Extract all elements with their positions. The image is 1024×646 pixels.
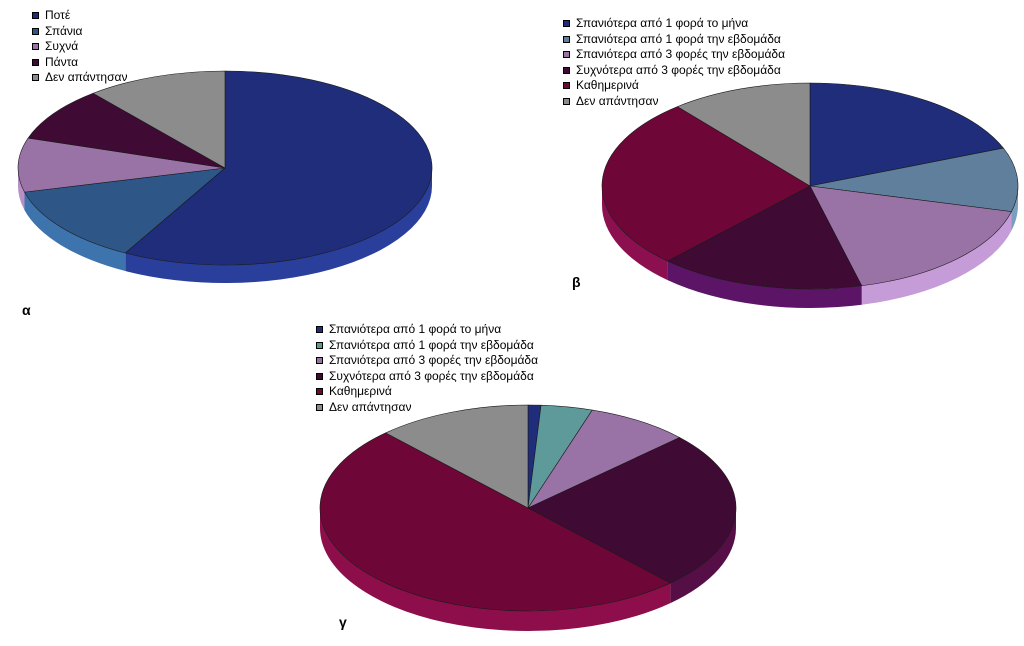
pie-slice: Σπανιότερα από 1 φορά την εβδομάδα: [809, 147, 1019, 212]
legend-swatch: [32, 43, 39, 51]
legend-label: Συχνά: [45, 39, 79, 53]
legend-swatch: [316, 326, 323, 334]
legend-chart-b: Σπανιότερα από 1 φορά το μήνα Σπανιότερα…: [563, 16, 785, 109]
pie-slice-side: [125, 168, 433, 283]
pie-slice: Καθημερινά: [601, 106, 811, 262]
legend-item: Δεν απάντησαν: [316, 400, 538, 416]
pie-slice: Σπανιότερα από 3 φορές την εβδομάδα: [809, 185, 1012, 287]
legend-swatch: [32, 74, 39, 82]
pie-side-walls: [18, 168, 433, 283]
pie-slice: Δεν απάντησαν: [92, 70, 226, 169]
legend-item: Σπάνια: [32, 24, 127, 40]
legend-label: Ποτέ: [45, 8, 71, 22]
pie-slice-side: [602, 186, 668, 281]
legend-swatch: [316, 341, 323, 349]
legend-label: Δεν απάντησαν: [45, 70, 128, 84]
legend-swatch: [316, 388, 323, 396]
legend-label: Δεν απάντησαν: [329, 399, 412, 414]
legend-swatch: [563, 20, 570, 28]
legend-item: Συχνότερα από 3 φορές την εβδομάδα: [563, 63, 785, 79]
legend-swatch: [316, 403, 323, 411]
legend-swatch: [563, 82, 570, 90]
panel-label-a: α: [22, 302, 31, 318]
legend-label: Σπανιότερα από 1 φορά την εβδομάδα: [329, 337, 534, 352]
legend-item: Σπανιότερα από 1 φορά την εβδομάδα: [316, 338, 538, 354]
pie-slice: Δεν απάντησαν: [677, 82, 811, 187]
panel-label-b: β: [572, 274, 581, 290]
legend-swatch: [563, 51, 570, 59]
pie-side-walls: [602, 186, 1018, 308]
pie-slice: Πάντα: [27, 92, 226, 169]
pie-slice-side: [1011, 186, 1018, 231]
legend-item: Δεν απάντησαν: [563, 94, 785, 110]
legend-label: Συχνότερα από 3 φορές την εβδομάδα: [329, 368, 534, 383]
panel-label-c: γ: [339, 614, 347, 630]
legend-chart-c: Σπανιότερα από 1 φορά το μήνα Σπανιότερα…: [316, 322, 538, 415]
legend-swatch: [563, 35, 570, 43]
pie-slice-side: [670, 508, 736, 604]
pie-slice: Συχνότερα από 3 φορές την εβδομάδα: [667, 185, 863, 290]
legend-item: Σπανιότερα από 3 φορές την εβδομάδα: [316, 353, 538, 369]
legend-item: Σπανιότερα από 1 φορά το μήνα: [563, 16, 785, 32]
legend-item: Σπανιότερα από 3 φορές την εβδομάδα: [563, 47, 785, 63]
legend-label: Σπανιότερα από 1 φορά το μήνα: [576, 16, 749, 30]
legend-item: Συχνότερα από 3 φορές την εβδομάδα: [316, 369, 538, 385]
legend-label: Δεν απάντησαν: [576, 93, 659, 108]
legend-label: Σπανιότερα από 3 φορές την εβδομάδα: [576, 47, 786, 61]
legend-swatch: [316, 372, 323, 380]
legend-item: Σπανιότερα από 1 φορά το μήνα: [316, 322, 538, 338]
legend-swatch: [32, 58, 39, 66]
legend-label: Συχνότερα από 3 φορές την εβδομάδα: [576, 62, 781, 77]
pie-slice-side: [861, 211, 1012, 305]
legend-label: Καθημερινά: [576, 78, 639, 92]
pie-slice: Ποτέ: [124, 70, 433, 266]
pie-slice: Δεν απάντησαν: [385, 404, 529, 509]
legend-chart-a: Ποτέ Σπάνια Συχνά Πάντα Δεν απάντησαν: [32, 8, 127, 86]
pie-slice-side: [18, 168, 25, 211]
pie-slice: Σπανιότερα από 1 φορά το μήνα: [809, 82, 1004, 187]
pie-slice: Καθημερινά: [319, 432, 671, 612]
pie-slice: Σπάνια: [24, 167, 226, 254]
legend-item: Δεν απάντησαν: [32, 70, 127, 86]
legend-item: Πάντα: [32, 55, 127, 71]
legend-item: Ποτέ: [32, 8, 127, 24]
legend-swatch: [316, 357, 323, 365]
legend-swatch: [563, 97, 570, 105]
pie-chart-2: Σπανιότερα από 1 φορά το μήναΣπανιότερα …: [319, 404, 737, 631]
pie-slice: Σπανιότερα από 3 φορές την εβδομάδα: [527, 409, 680, 509]
legend-label: Σπανιότερα από 1 φορά το μήνα: [329, 322, 502, 336]
legend-label: Πάντα: [45, 54, 79, 69]
legend-item: Καθημερινά: [316, 384, 538, 400]
pie-chart-1: Σπανιότερα από 1 φορά το μήναΣπανιότερα …: [601, 82, 1019, 308]
legend-swatch: [32, 27, 39, 35]
legend-item: Σπανιότερα από 1 φορά την εβδομάδα: [563, 32, 785, 48]
pie-slice: Συχνά: [17, 137, 226, 193]
legend-swatch: [32, 12, 39, 20]
pie-side-walls: [320, 508, 736, 631]
pie-slice: Συχνότερα από 3 φορές την εβδομάδα: [527, 437, 737, 584]
legend-label: Καθημερινά: [329, 384, 392, 398]
legend-label: Σπανιότερα από 1 φορά την εβδομάδα: [576, 31, 781, 46]
pie-slice-side: [667, 261, 862, 308]
legend-label: Σπανιότερα από 3 φορές την εβδομάδα: [329, 353, 539, 367]
legend-swatch: [563, 66, 570, 74]
pie-slice-side: [320, 508, 671, 631]
legend-item: Συχνά: [32, 39, 127, 55]
pie-slice-side: [24, 192, 126, 272]
legend-label: Σπάνια: [45, 23, 83, 38]
legend-item: Καθημερινά: [563, 78, 785, 94]
